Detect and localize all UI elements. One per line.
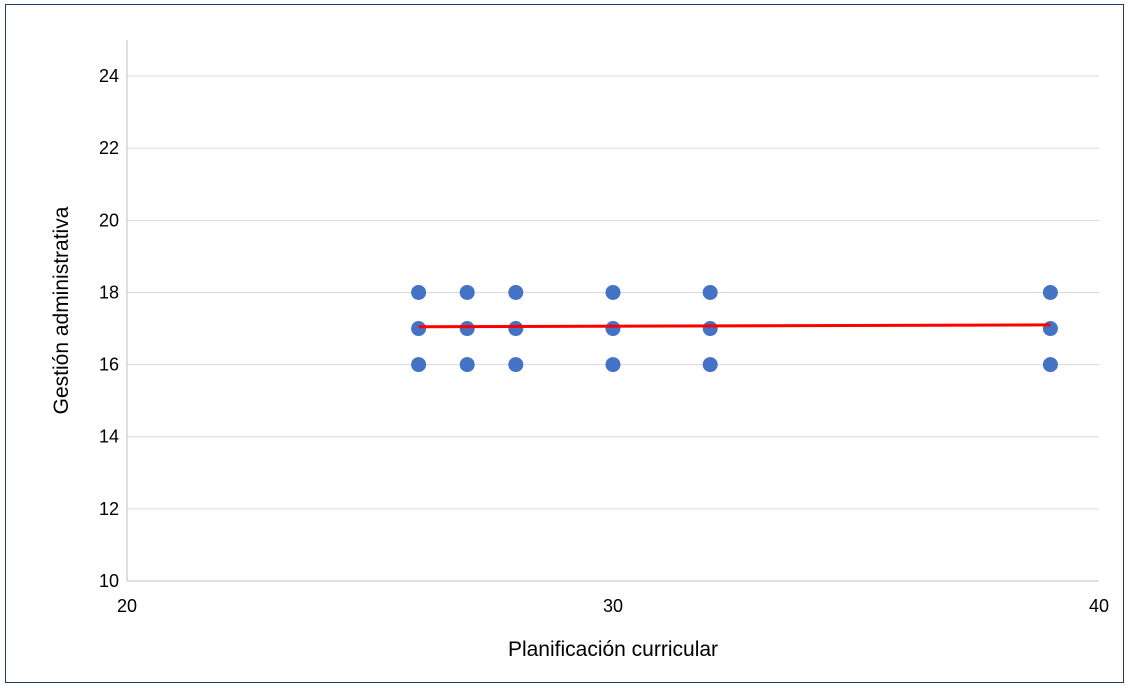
data-point [702, 284, 718, 300]
data-point [605, 321, 621, 337]
data-point [459, 284, 475, 300]
data-point [508, 284, 524, 300]
y-tick-label-16: 16 [99, 355, 119, 375]
y-tick-label-12: 12 [99, 499, 119, 519]
data-point [605, 284, 621, 300]
data-point [605, 357, 621, 373]
data-point [702, 321, 718, 337]
gridlines [127, 75, 1099, 510]
y-tick-label-18: 18 [99, 282, 119, 302]
x-tick-label-20: 20 [117, 596, 137, 616]
chart-frame [5, 4, 1124, 683]
y-axis-title: Gestión administrativa [50, 206, 73, 414]
trendline-group [418, 323, 1051, 329]
data-point [411, 357, 427, 373]
axes [126, 40, 1099, 582]
data-points [411, 284, 1058, 373]
trendline [418, 323, 1051, 329]
data-point [1042, 357, 1058, 373]
data-point [411, 284, 427, 300]
data-point [1042, 284, 1058, 300]
data-point [411, 321, 427, 337]
data-point [702, 357, 718, 373]
data-point [508, 357, 524, 373]
tick-labels: 10 12 14 16 18 20 22 24 20 30 40 [99, 66, 1109, 616]
x-axis-title: Planificación curricular [508, 638, 718, 661]
y-tick-label-24: 24 [99, 66, 119, 86]
x-tick-label-30: 30 [603, 596, 623, 616]
y-tick-label-10: 10 [99, 571, 119, 591]
data-point [459, 357, 475, 373]
data-point [508, 321, 524, 337]
y-tick-label-22: 22 [99, 138, 119, 158]
data-point [1042, 321, 1058, 337]
x-tick-label-40: 40 [1089, 596, 1109, 616]
y-tick-label-20: 20 [99, 210, 119, 230]
data-point [459, 321, 475, 337]
y-tick-label-14: 14 [99, 427, 119, 447]
